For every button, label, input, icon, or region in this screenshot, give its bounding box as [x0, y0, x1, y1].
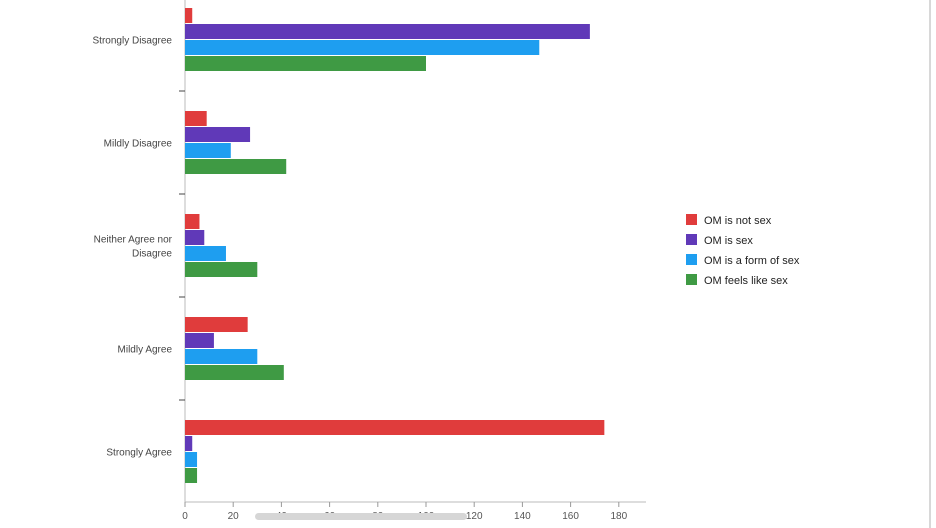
category-label: Strongly Disagree — [93, 36, 173, 47]
bar-om-feels-like-sex-mildly-disagree — [185, 159, 287, 174]
category-label: Mildly Disagree — [104, 139, 173, 150]
horizontal-scrollbar[interactable] — [255, 513, 467, 520]
panel-border — [929, 0, 931, 528]
bar-om-is-sex-strongly-agree — [185, 436, 193, 451]
bar-om-feels-like-sex-strongly-disagree — [185, 56, 426, 71]
bar-om-feels-like-sex-mildly-agree — [185, 365, 284, 380]
x-tick-label: 0 — [182, 511, 188, 522]
x-tick-label: 120 — [466, 511, 483, 522]
x-tick-label: 160 — [562, 511, 579, 522]
legend-swatch — [686, 274, 697, 285]
bar-om-is-sex-neither-agree-nor-disagree — [185, 230, 205, 245]
legend-label: OM is sex — [704, 235, 753, 247]
bar-om-is-a-form-of-sex-mildly-agree — [185, 349, 258, 364]
x-tick-label: 140 — [514, 511, 531, 522]
bar-om-is-a-form-of-sex-strongly-disagree — [185, 40, 540, 55]
x-tick-label: 20 — [228, 511, 240, 522]
legend-swatch — [686, 234, 697, 245]
x-tick-label: 180 — [610, 511, 627, 522]
legend-label: OM feels like sex — [704, 275, 788, 287]
legend-label: OM is a form of sex — [704, 255, 800, 267]
bar-om-feels-like-sex-strongly-agree — [185, 468, 198, 483]
bar-om-is-sex-mildly-disagree — [185, 127, 251, 142]
bar-om-is-a-form-of-sex-strongly-agree — [185, 452, 198, 467]
bar-om-is-not-sex-strongly-disagree — [185, 8, 193, 23]
category-label: Neither Agree nor — [94, 235, 173, 246]
bar-om-is-sex-mildly-agree — [185, 333, 214, 348]
bar-om-is-not-sex-mildly-disagree — [185, 111, 207, 126]
legend-label: OM is not sex — [704, 215, 772, 227]
bar-om-is-sex-strongly-disagree — [185, 24, 590, 39]
category-label: Mildly Agree — [118, 345, 173, 356]
category-label: Disagree — [132, 249, 172, 260]
category-label: Strongly Agree — [106, 448, 172, 459]
bar-om-is-not-sex-strongly-agree — [185, 420, 605, 435]
bar-om-is-a-form-of-sex-neither-agree-nor-disagree — [185, 246, 226, 261]
bar-om-feels-like-sex-neither-agree-nor-disagree — [185, 262, 258, 277]
legend-swatch — [686, 214, 697, 225]
bar-om-is-not-sex-neither-agree-nor-disagree — [185, 214, 200, 229]
legend-swatch — [686, 254, 697, 265]
bar-om-is-not-sex-mildly-agree — [185, 317, 248, 332]
bar-om-is-a-form-of-sex-mildly-disagree — [185, 143, 231, 158]
